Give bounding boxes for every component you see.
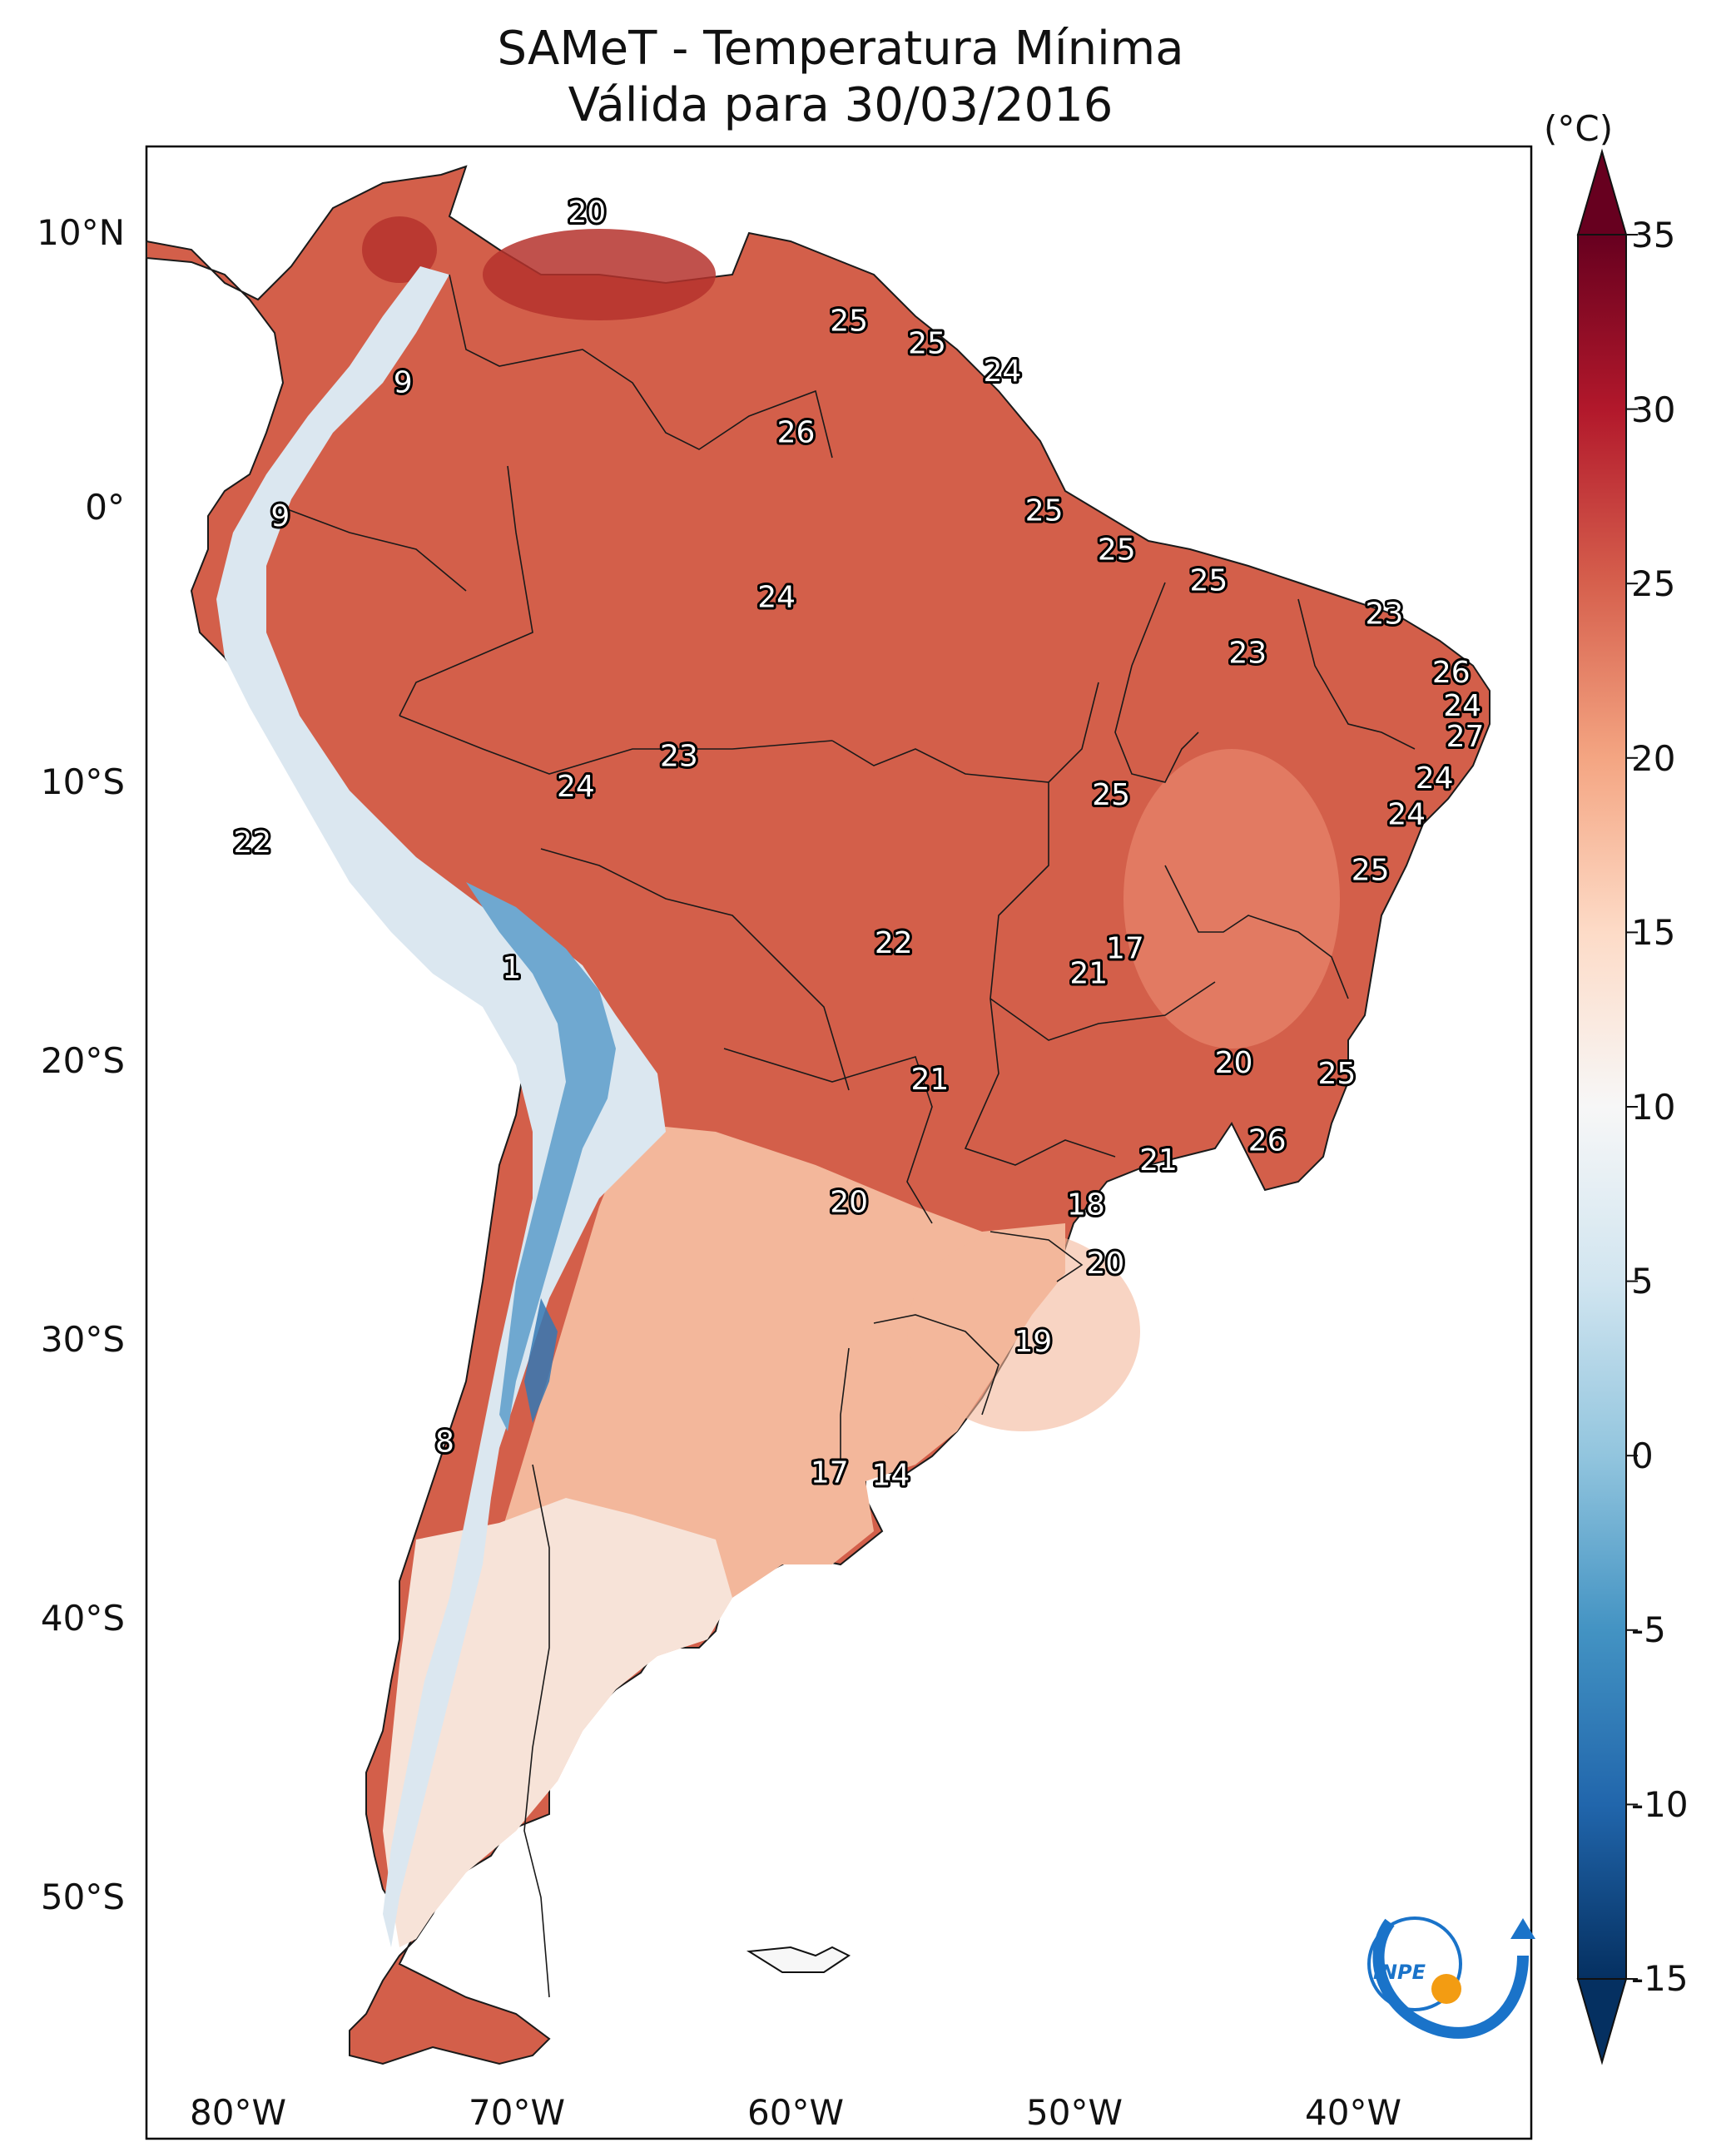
temperature-field	[146, 165, 1490, 2065]
temperature-value-label: 20	[830, 1185, 868, 1219]
country-borders	[282, 274, 1416, 1998]
temperature-value-label: 26	[1432, 656, 1471, 690]
colorbar-min-extend	[1576, 1978, 1628, 2065]
temperature-value-label: 19	[1014, 1325, 1052, 1359]
temperature-value-label: 24	[984, 355, 1022, 389]
lon-tick-70w: 70°W	[469, 2092, 565, 2133]
temperature-value-label: 9	[394, 365, 413, 399]
temperature-value-label: 20	[1215, 1046, 1253, 1080]
colorbar-tick: 20	[1631, 738, 1676, 779]
lat-tick-30s: 30°S	[40, 1319, 125, 1360]
colombia-hot-core	[362, 216, 437, 283]
lat-tick-0: 0°	[85, 487, 125, 528]
lon-tick-80w: 80°W	[190, 2092, 286, 2133]
temperature-value-label: 26	[1248, 1124, 1287, 1158]
colorbar-tick: 10	[1631, 1087, 1676, 1128]
temperature-value-label: 24	[757, 580, 796, 614]
temperature-value-label: 26	[777, 416, 816, 450]
brazil-interior-mild	[1123, 749, 1340, 1049]
falkland-islands	[746, 1946, 851, 1973]
temperature-value-label: 22	[875, 926, 913, 960]
inpe-logo-text: INPE	[1373, 1961, 1426, 1984]
lat-tick-10n: 10°N	[37, 212, 125, 253]
colorbar-tick: 5	[1631, 1261, 1654, 1302]
colorbar-tick: 15	[1631, 912, 1676, 953]
lon-tick-50w: 50°W	[1026, 2092, 1123, 2133]
temperature-value-label: 17	[811, 1455, 849, 1490]
lat-tick-40s: 40°S	[40, 1598, 125, 1639]
temperature-value-label: 21	[1139, 1143, 1178, 1178]
temperature-value-label: 24	[1443, 689, 1481, 723]
temperature-value-label: 14	[872, 1459, 910, 1493]
colorbar-unit: (°C)	[1544, 108, 1614, 149]
temperature-value-label: 25	[1352, 854, 1390, 888]
caribbean-hot-core	[483, 229, 716, 320]
altiplano-blue-core	[466, 882, 616, 1431]
colorbar-tick: 0	[1631, 1435, 1654, 1476]
temperature-value-label: 8	[435, 1425, 454, 1459]
lat-tick-10s: 10°S	[40, 761, 125, 802]
temperature-value-label: 17	[1106, 931, 1144, 965]
temperature-value-label: 25	[830, 305, 868, 339]
lat-tick-50s: 50°S	[40, 1877, 125, 1917]
temperature-value-label: 1	[502, 951, 521, 985]
temperature-value-label: 25	[908, 327, 946, 361]
temperature-value-label: 20	[1086, 1247, 1124, 1281]
temperature-value-label: 22	[233, 826, 271, 860]
temperature-value-label: 25	[1098, 533, 1136, 567]
temperature-value-label: 18	[1067, 1188, 1105, 1222]
colorbar-max-extend	[1576, 148, 1628, 236]
map-title: SAMeT - Temperatura Mínima	[497, 22, 1184, 76]
temperature-value-label: 27	[1446, 720, 1485, 754]
temperature-value-label: 25	[1025, 494, 1064, 528]
temperature-value-label: 23	[1228, 636, 1267, 670]
colorbar-bar	[1577, 234, 1627, 1980]
lat-tick-20s: 20°S	[40, 1040, 125, 1081]
colorbar	[1576, 148, 1638, 2065]
temperature-value-label: 21	[910, 1063, 949, 1097]
colorbar-tick: -5	[1631, 1609, 1666, 1650]
temperature-value-label: 24	[557, 770, 595, 804]
colorbar-tick: -15	[1631, 1958, 1689, 1999]
temperature-value-label: 9	[270, 499, 290, 533]
temperature-value-label: 24	[1416, 761, 1454, 796]
inpe-logo: INPE	[1367, 1916, 1535, 2039]
colorbar-tick: -10	[1631, 1784, 1689, 1825]
colorbar-tick: 25	[1631, 563, 1676, 604]
temperature-value-label: 25	[1189, 563, 1228, 598]
temperature-value-label: 20	[568, 196, 606, 230]
lon-tick-40w: 40°W	[1305, 2092, 1401, 2133]
lon-tick-60w: 60°W	[747, 2092, 844, 2133]
map-subtitle: Válida para 30/03/2016	[568, 78, 1114, 132]
temperature-value-label: 25	[1092, 778, 1130, 812]
colorbar-tick: 35	[1631, 215, 1676, 255]
temperature-value-label: 23	[660, 739, 698, 773]
andes-deep-cold	[524, 1298, 558, 1423]
temperature-value-label: 21	[1069, 957, 1108, 991]
colorbar-tick: 30	[1631, 389, 1676, 430]
temperature-value-label: 24	[1387, 798, 1426, 832]
temperature-value-label: 23	[1365, 597, 1403, 631]
south-brazil-mild	[907, 1232, 1140, 1431]
temperature-value-label: 25	[1318, 1057, 1357, 1091]
